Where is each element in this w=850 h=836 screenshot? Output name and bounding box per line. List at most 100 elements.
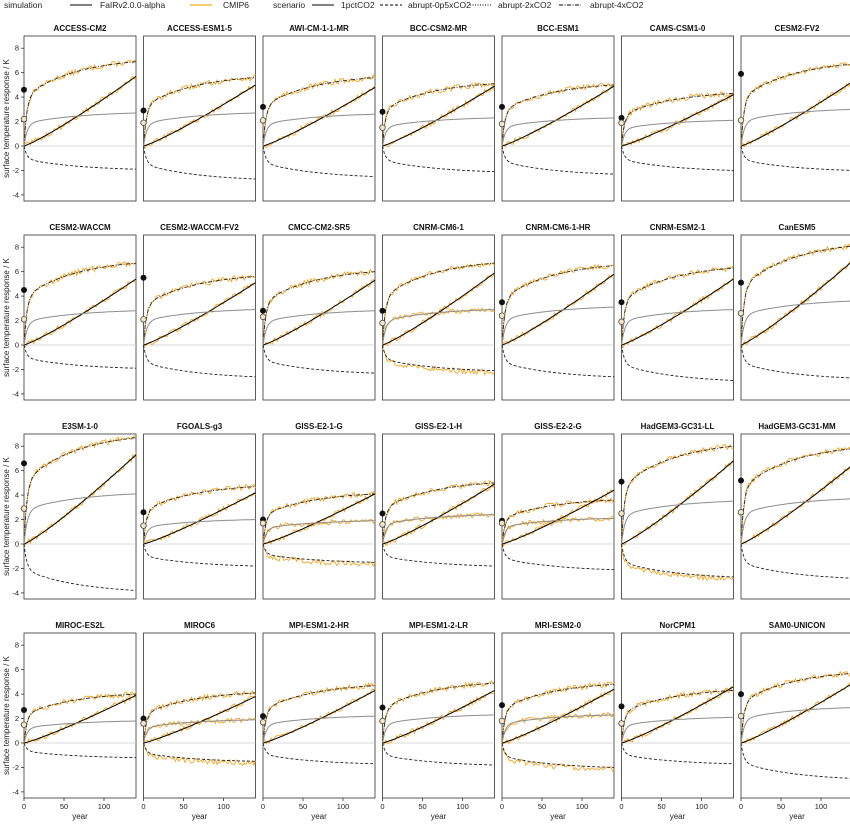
fair-4x-line (262, 271, 376, 346)
panel-frame (23, 433, 137, 600)
cmip6-4x-line (143, 74, 256, 148)
ecs-4x-dot (738, 477, 744, 484)
legend: simulation FaIRv2.0.0-alpha CMIP6 scenar… (4, 0, 644, 10)
cmip6-1pct-line (740, 82, 850, 148)
panel-title: HadGEM3-GC31-MM (758, 422, 836, 431)
ecs-2x-dot (259, 719, 267, 726)
x-tick-label: 50 (179, 802, 187, 811)
panel-cams-csm1-0: CAMS-CSM1-0 (618, 24, 734, 202)
x-axis-label: year (72, 812, 88, 821)
y-tick-label: 2 (15, 316, 19, 325)
ecs-4x-dot (499, 299, 505, 306)
ecs-4x-dot (499, 103, 505, 110)
ecs-2x-dot (618, 119, 625, 126)
panel-title: GISS-E2-2-G (534, 422, 582, 431)
fair-4x-line (621, 92, 734, 147)
x-tick-label: 100 (98, 802, 111, 811)
y-tick-label: 0 (15, 142, 19, 151)
ecs-4x-dot (260, 103, 266, 110)
fair-half-line (262, 344, 375, 374)
panel-title: HadGEM3-GC31-LL (641, 422, 715, 431)
y-tick-label: 8 (15, 44, 19, 53)
panel-title: CNRM-ESM2-1 (650, 223, 706, 232)
y-tick-label: 0 (15, 341, 19, 350)
x-tick-label: 100 (456, 802, 469, 811)
panel-title: MIROC-ES2L (55, 621, 104, 630)
fair-1pct-line (501, 489, 615, 545)
ecs-2x-dot (498, 717, 506, 725)
panel-frame (621, 632, 734, 799)
fair-half-line (621, 543, 734, 578)
cmip6-half-line (621, 547, 734, 582)
fair-2x-line (262, 310, 375, 346)
fair-2x-line (143, 719, 256, 744)
y-tick-label: -4 (12, 190, 19, 199)
panel-frame (621, 234, 734, 401)
fair-4x-line (740, 673, 850, 744)
y-tick-label: 6 (15, 665, 19, 674)
fair-4x-line (621, 267, 734, 346)
fair-2x-line (621, 309, 734, 346)
fair-half-line (740, 543, 850, 579)
ecs-2x-dot (140, 522, 147, 529)
panel-title: CESM2-WACCM-FV2 (160, 223, 239, 232)
panel-frame (382, 632, 495, 799)
cmip6-4x-line (262, 491, 376, 543)
x-tick-label: 50 (60, 802, 68, 811)
fair-2x-line (262, 715, 376, 744)
y-tick-label: 8 (15, 243, 19, 252)
legend-item-4x: abrupt-4xCO2 (590, 0, 644, 10)
y-tick-label: 2 (15, 117, 19, 126)
fair-1pct-line (382, 272, 495, 346)
fair-4x-line (740, 448, 850, 545)
y-tick-label: 8 (15, 442, 19, 451)
cmip6-4x-line (501, 497, 615, 542)
x-axis-label: year (550, 812, 566, 821)
ecs-4x-dot (738, 70, 744, 77)
cmip6-4x-line (143, 483, 256, 543)
fair-half-line (621, 344, 734, 381)
fair-2x-line (23, 493, 137, 545)
ecs-4x-dot (21, 707, 27, 713)
panel-frame (740, 35, 850, 202)
fair-half-line (143, 344, 256, 378)
cmip6-4x-line (621, 91, 734, 147)
panel-frame (501, 433, 615, 600)
panel-frame (740, 433, 850, 600)
panel-title: BCC-CSM2-MR (410, 24, 468, 33)
fair-1pct-line (262, 86, 376, 147)
fair-1pct-line (262, 689, 376, 744)
cmip6-2x-line (143, 717, 256, 742)
y-tick-label: 8 (15, 641, 19, 650)
y-tick-label: -2 (12, 564, 19, 573)
fair-half-line (740, 344, 850, 379)
y-tick-label: -4 (12, 787, 19, 796)
panel-title: CNRM-CM6-1-HR (526, 223, 591, 232)
y-tick-label: 0 (15, 739, 19, 748)
ecs-2x-dot (498, 120, 506, 128)
fair-4x-line (740, 245, 850, 346)
ecs-4x-dot (379, 307, 386, 314)
y-axis-label: surface temperature response / K (2, 58, 11, 177)
fair-1pct-line (501, 688, 615, 744)
ecs-4x-dot (140, 715, 147, 722)
y-axis-label: surface temperature response / K (2, 655, 11, 774)
ecs-2x-dot (618, 510, 625, 517)
fair-1pct-line (382, 85, 495, 147)
cmip6-4x-line (262, 73, 376, 148)
ecs-2x-dot (379, 124, 386, 131)
cmip6-1pct-line (621, 460, 734, 546)
ecs-4x-dot (140, 509, 147, 516)
cmip6-1pct-line (382, 84, 495, 148)
fair-half-line (621, 145, 734, 171)
cmip6-4x-line (262, 268, 376, 345)
fair-4x-line (23, 61, 137, 147)
fair-4x-line (143, 276, 256, 346)
panel-cesm2-fv2: CESM2-FV2 (737, 24, 850, 202)
ecs-2x-dot (498, 520, 506, 527)
fair-1pct-line (740, 262, 850, 346)
fair-2x-line (23, 310, 136, 346)
y-tick-label: -2 (12, 365, 19, 374)
ecs-2x-dot (379, 717, 386, 725)
